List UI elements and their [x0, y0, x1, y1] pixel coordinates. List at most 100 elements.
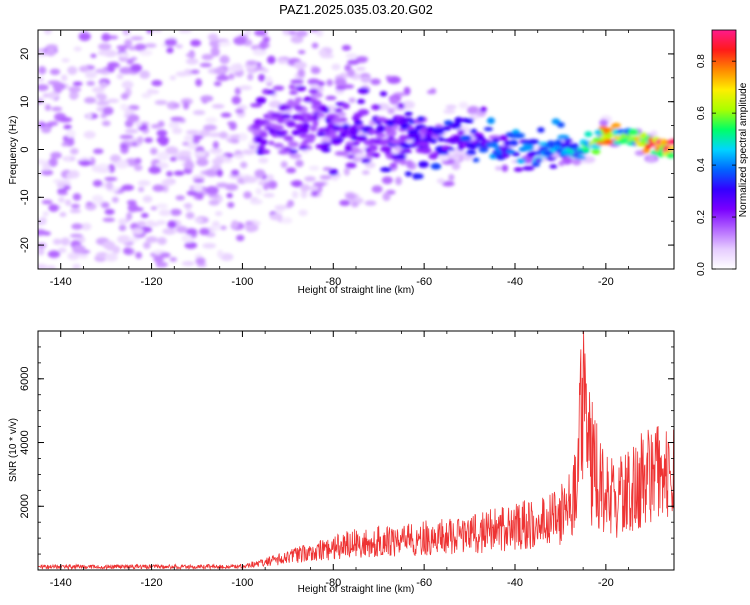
snr-x-tick-label: -20 [598, 577, 614, 589]
spectrogram-cell [313, 181, 326, 187]
spectrogram-cell [403, 86, 411, 96]
spectrogram-cell [69, 93, 80, 98]
spectrogram-cell [355, 153, 367, 158]
spectrogram-cell [216, 169, 223, 177]
spectrogram-cell [230, 169, 240, 176]
spectrogram-cell [345, 192, 356, 200]
spectrogram-cell [193, 151, 207, 157]
spectrogram-cell [234, 87, 241, 95]
spectrogram-cell [209, 147, 223, 154]
spectrogram-cell [156, 129, 168, 137]
spectrogram-cell [68, 86, 82, 93]
spectrogram-cell [139, 70, 150, 79]
spectrogram-cell [268, 140, 275, 146]
spectrogram-cell [356, 98, 366, 105]
spectrogram-cell [141, 92, 152, 99]
spectrogram-cell [143, 241, 151, 250]
spectrogram-cell [309, 84, 320, 90]
spectrogram-cell [227, 201, 235, 209]
snr-y-ticks: 2000 4000 6000 [19, 330, 674, 571]
spectrogram-cell [66, 172, 73, 180]
spectrogram-cell [364, 200, 377, 206]
spectrogram-cell [259, 40, 268, 50]
spectrogram-cell [341, 44, 352, 51]
spectrogram-cell [128, 104, 140, 111]
spectrogram-cell [322, 108, 330, 113]
spectrogram-cell [265, 76, 273, 84]
spectrogram-cell [308, 165, 320, 171]
spectrogram-cell [193, 178, 205, 183]
spectrogram-cell [437, 136, 445, 142]
spectrogram-cell [454, 116, 463, 124]
spectrogram-cell [371, 104, 381, 111]
spectrogram-cell [200, 95, 214, 102]
spectrogram-cell [60, 237, 70, 246]
spectrogram-cell [175, 44, 183, 49]
snr-series-line [38, 331, 674, 570]
spectrogram-cell [150, 206, 158, 211]
spectrogram-cell [193, 183, 203, 192]
spectrogram-cell [283, 135, 294, 142]
spectrogram-cell [267, 180, 278, 189]
spectrogram-cell [478, 147, 489, 153]
spectrogram-cell [436, 178, 445, 184]
spectrogram-cell [309, 125, 318, 132]
spectrogram-cell [462, 117, 474, 124]
spectrogram-cell [451, 162, 461, 171]
spectrogram-cell [61, 58, 70, 63]
spectrogram-cell [469, 128, 478, 134]
spectrogram-cell [339, 117, 348, 123]
spectrogram-cell [48, 121, 59, 126]
spectrogram-cell [322, 166, 333, 172]
spectrogram-cell [137, 186, 145, 193]
spectrogram-cell [126, 212, 133, 221]
spectrogram-cell [369, 144, 378, 152]
spectrogram-cell [51, 106, 63, 112]
spectrogram-cell [432, 129, 445, 136]
spectrogram-cell [42, 93, 50, 98]
spectrogram-cell [413, 173, 424, 180]
spectrogram-cell [348, 97, 356, 103]
spectrogram-cell [261, 68, 269, 73]
spectrogram-cell [152, 184, 165, 192]
spectrogram-cell [280, 161, 288, 169]
spectrogram-cell [342, 123, 350, 130]
spectrogram-cell [258, 73, 266, 82]
spectrogram-cell [135, 251, 143, 259]
spectrogram-cell [273, 125, 284, 131]
spectrogram-cell [46, 265, 56, 269]
colorbar-label: Normalized spectral amplitude [738, 82, 749, 217]
colorbar-ticks: 0.0 0.2 0.4 0.6 0.8 [696, 54, 736, 276]
spectrogram-cell [290, 79, 304, 84]
spectrogram-cell [185, 129, 200, 135]
spectrogram-cell [219, 131, 228, 139]
colorbar-scale [712, 30, 736, 269]
spectrogram-cell [98, 43, 112, 51]
spectrogram-cell [447, 146, 455, 152]
spectrogram-cell [156, 220, 167, 225]
spectrogram-cell [254, 169, 266, 178]
spectrogram-cell [558, 160, 565, 167]
spectrogram-cell [58, 196, 65, 203]
spectrogram-cell [186, 190, 200, 196]
spectrogram-cell [534, 158, 542, 163]
spectrogram-cell [91, 194, 104, 203]
spectrogram-cell [86, 81, 96, 86]
spectrogram-cell [443, 109, 456, 114]
spectrogram-cell [194, 218, 204, 223]
spectrogram-cell [100, 201, 110, 209]
snr-y-axis-label: SNR (10 * v/v) [8, 418, 19, 482]
spectrogram-cell [49, 68, 61, 76]
spectrogram-cell [199, 227, 210, 236]
spectrogram-cell [297, 50, 306, 55]
spectrogram-cell [646, 155, 657, 163]
spectrogram-x-ticks: -140 -120 -100 -80 -60 -40 -20 [37, 30, 675, 288]
spectrogram-cell [219, 55, 230, 65]
spectrogram-cell [659, 138, 668, 146]
spectrogram-cell [131, 227, 144, 235]
spectrogram-cell [166, 38, 178, 47]
spectrogram-cell [70, 233, 83, 238]
spectrogram-cell [266, 89, 276, 95]
spectrogram-cell [102, 217, 116, 222]
spectrogram-cell [254, 135, 263, 142]
